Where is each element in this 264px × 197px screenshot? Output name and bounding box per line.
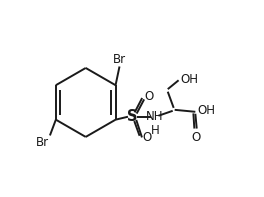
Text: S: S bbox=[127, 109, 138, 124]
Text: H: H bbox=[150, 124, 159, 137]
Text: Br: Br bbox=[36, 136, 49, 149]
Text: O: O bbox=[144, 90, 153, 103]
Text: NH: NH bbox=[146, 110, 164, 123]
Text: O: O bbox=[142, 131, 152, 144]
Text: OH: OH bbox=[197, 104, 215, 117]
Text: Br: Br bbox=[113, 53, 126, 65]
Text: OH: OH bbox=[181, 73, 199, 86]
Text: O: O bbox=[191, 131, 201, 144]
